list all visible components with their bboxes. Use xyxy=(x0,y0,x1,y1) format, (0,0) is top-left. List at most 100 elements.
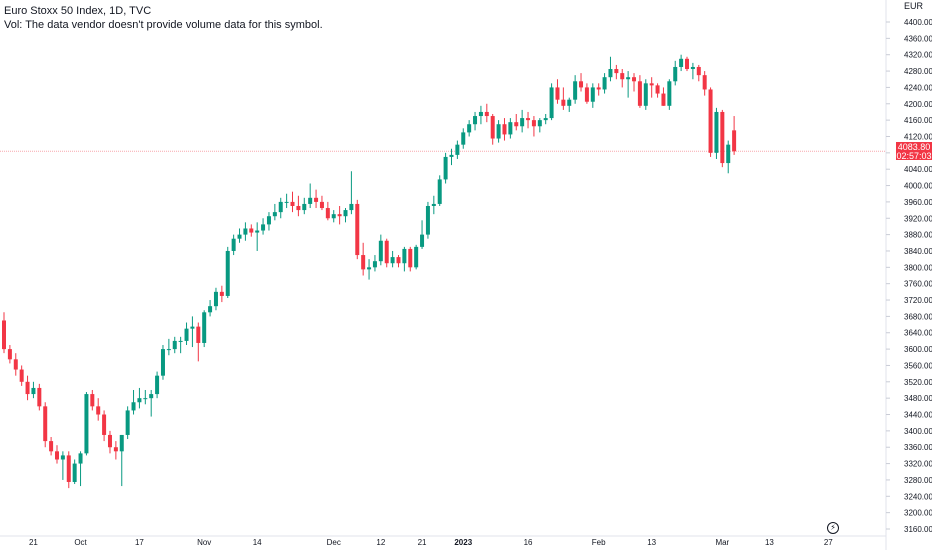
candle-body xyxy=(667,81,672,106)
candle-body xyxy=(567,99,572,106)
candle xyxy=(696,64,701,82)
candle xyxy=(408,246,413,272)
price-axis[interactable]: EUR 4400.00 4360.00 4320.00 4280.00 4240.00 42… xyxy=(885,0,932,550)
candle-body xyxy=(131,402,136,411)
candle-body xyxy=(549,87,554,119)
price-tick-label: 3760.00 xyxy=(904,280,932,289)
candle-body xyxy=(626,77,631,80)
candle-body xyxy=(561,99,566,106)
candle-body xyxy=(319,201,324,209)
candle xyxy=(702,71,707,96)
candle-body xyxy=(196,326,201,343)
price-tick-label: 3440.00 xyxy=(904,411,932,420)
candle-body xyxy=(390,257,395,264)
candle xyxy=(166,338,171,356)
candle xyxy=(473,111,478,131)
candle xyxy=(555,79,560,104)
candle-body xyxy=(443,156,448,180)
price-tick-label: 4000.00 xyxy=(904,182,932,191)
price-tick-label: 3280.00 xyxy=(904,476,932,485)
candle xyxy=(378,234,383,266)
candle-body xyxy=(107,434,112,448)
candle xyxy=(96,398,101,421)
candle xyxy=(84,392,89,456)
candle xyxy=(614,64,619,80)
candle xyxy=(396,255,401,268)
price-tick-label: 3600.00 xyxy=(904,345,932,354)
candle-body xyxy=(690,66,695,70)
candle xyxy=(620,69,625,88)
candle-body xyxy=(237,234,242,239)
candle-body xyxy=(261,224,266,231)
candle-body xyxy=(408,248,413,268)
candle xyxy=(102,410,107,442)
candle-body xyxy=(325,208,330,219)
candle xyxy=(43,402,48,448)
candle xyxy=(284,193,289,209)
candle-body xyxy=(384,240,389,264)
candle xyxy=(231,234,236,256)
candle xyxy=(455,140,460,159)
price-tick-label: 3560.00 xyxy=(904,361,932,370)
candle-body xyxy=(278,201,283,213)
candle xyxy=(367,259,372,280)
candle xyxy=(626,71,631,98)
price-tick-label: 4120.00 xyxy=(904,132,932,141)
candle-body xyxy=(96,406,101,415)
candle-body xyxy=(720,111,725,164)
candle-body xyxy=(266,216,271,225)
candle-body xyxy=(178,340,183,342)
candle-body xyxy=(231,238,236,251)
price-tick-label: 3840.00 xyxy=(904,247,932,256)
candle xyxy=(467,120,472,137)
candle-body xyxy=(314,197,319,202)
price-tick-label: 3320.00 xyxy=(904,460,932,469)
candle-body xyxy=(343,210,348,217)
time-tick-label: 13 xyxy=(765,538,774,547)
candle xyxy=(296,195,301,217)
candle xyxy=(255,222,260,251)
candle-body xyxy=(78,453,83,464)
candle-body xyxy=(160,349,165,376)
candle-body xyxy=(119,434,124,452)
candle xyxy=(308,183,313,209)
candle xyxy=(484,103,489,123)
candle-body xyxy=(478,111,483,117)
symbol-title[interactable]: Euro Stoxx 50 Index, 1D, TVC xyxy=(4,5,152,17)
candle xyxy=(425,201,430,239)
candle-body xyxy=(125,410,130,435)
candle xyxy=(520,109,525,133)
lightning-icon[interactable]: ⚡︎ xyxy=(827,522,839,534)
candle xyxy=(461,128,466,149)
time-tick-label: Mar xyxy=(715,538,729,547)
candle-body xyxy=(484,111,489,117)
candle xyxy=(31,381,36,399)
candle-body xyxy=(155,375,160,395)
price-tick-label: 3720.00 xyxy=(904,296,932,305)
candle xyxy=(278,197,283,219)
candle-body xyxy=(302,203,307,211)
candle-body xyxy=(13,359,18,370)
price-tick-label: 3960.00 xyxy=(904,198,932,207)
candle-body xyxy=(543,118,548,121)
candle xyxy=(673,60,678,86)
candle-body xyxy=(54,451,59,460)
candle-body xyxy=(496,124,501,139)
candle xyxy=(60,451,65,480)
candle xyxy=(54,445,59,464)
candle-body xyxy=(414,246,419,268)
time-axis[interactable]: 21 Oct 17 Nov 14 Dec 12 21 2023 16 Feb 13 Mar 13 27 xyxy=(0,535,886,547)
price-tick-label: 4400.00 xyxy=(904,18,932,27)
candle-body xyxy=(714,111,719,153)
candle xyxy=(667,79,672,110)
candle xyxy=(249,224,254,237)
candle xyxy=(78,451,83,487)
candle-body xyxy=(37,387,42,407)
candle-body xyxy=(467,124,472,133)
candle xyxy=(531,116,536,137)
candle xyxy=(537,118,542,133)
candle-body xyxy=(502,124,507,135)
candle xyxy=(726,140,731,174)
